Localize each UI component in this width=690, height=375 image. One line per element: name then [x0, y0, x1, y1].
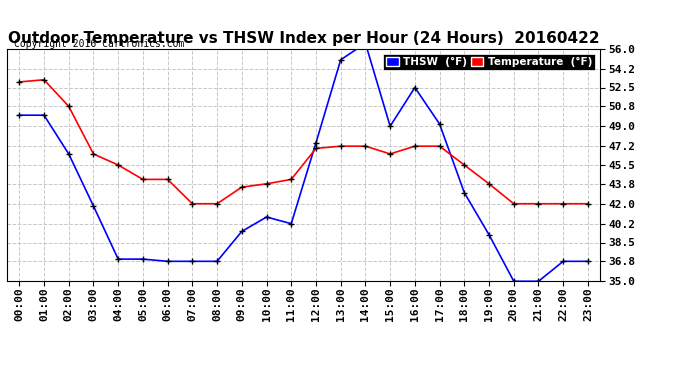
Legend: THSW  (°F), Temperature  (°F): THSW (°F), Temperature (°F) [383, 54, 595, 70]
Text: Copyright 2016 Cartronics.com: Copyright 2016 Cartronics.com [14, 39, 184, 50]
Title: Outdoor Temperature vs THSW Index per Hour (24 Hours)  20160422: Outdoor Temperature vs THSW Index per Ho… [8, 31, 600, 46]
